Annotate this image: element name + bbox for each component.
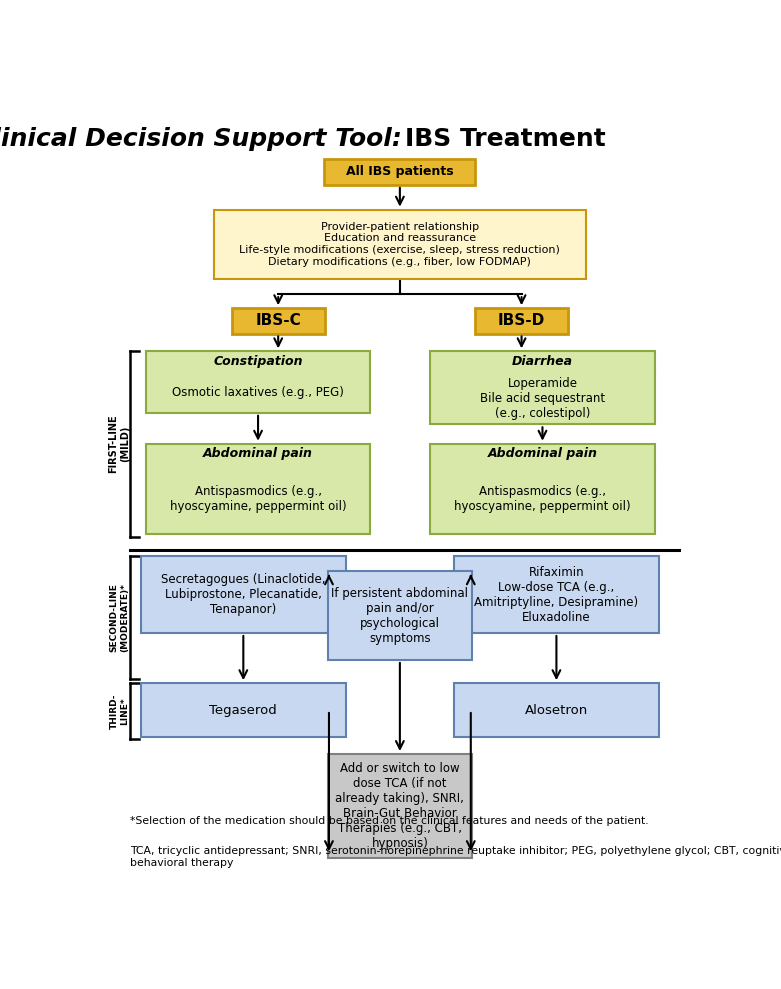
Text: If persistent abdominal
pain and/or
psychological
symptoms: If persistent abdominal pain and/or psyc… <box>331 586 469 645</box>
Text: Add or switch to low
dose TCA (if not
already taking), SNRI,
Brain-Gut Behavior
: Add or switch to low dose TCA (if not al… <box>335 762 465 850</box>
Text: All IBS patients: All IBS patients <box>346 165 454 178</box>
Text: Abdominal pain: Abdominal pain <box>203 447 313 460</box>
Text: FIRST-LINE
(MILD): FIRST-LINE (MILD) <box>109 414 130 474</box>
Text: Loperamide
Bile acid sequestrant
(e.g., colestipol): Loperamide Bile acid sequestrant (e.g., … <box>480 377 605 419</box>
Bar <box>328 572 472 660</box>
Bar <box>328 754 472 857</box>
Text: IBS-C: IBS-C <box>255 314 301 328</box>
Text: Alosetron: Alosetron <box>525 703 588 717</box>
Bar <box>141 683 346 737</box>
Bar <box>430 444 654 534</box>
Text: Clinical Decision Support Tool:: Clinical Decision Support Tool: <box>0 128 401 151</box>
Bar <box>454 556 659 633</box>
Text: TCA, tricyclic antidepressant; SNRI, serotonin-norepinephrine reuptake inhibitor: TCA, tricyclic antidepressant; SNRI, ser… <box>130 847 781 868</box>
Bar <box>232 309 325 333</box>
Text: Diarrhea: Diarrhea <box>512 355 573 368</box>
Text: THIRD-
LINE*: THIRD- LINE* <box>109 693 129 729</box>
Bar <box>141 556 346 633</box>
Text: Secretagogues (Linaclotide,
Lubiprostone, Plecanatide,
Tenapanor): Secretagogues (Linaclotide, Lubiprostone… <box>161 573 326 616</box>
Text: Antispasmodics (e.g.,
hyoscyamine, peppermint oil): Antispasmodics (e.g., hyoscyamine, peppe… <box>169 485 346 513</box>
Bar <box>430 351 654 424</box>
Bar <box>146 351 370 412</box>
Text: Osmotic laxatives (e.g., PEG): Osmotic laxatives (e.g., PEG) <box>172 386 344 399</box>
Text: IBS Treatment: IBS Treatment <box>405 128 605 151</box>
Bar <box>324 158 476 185</box>
Bar <box>475 309 568 333</box>
Text: Antispasmodics (e.g.,
hyoscyamine, peppermint oil): Antispasmodics (e.g., hyoscyamine, peppe… <box>455 485 631 513</box>
Text: Abdominal pain: Abdominal pain <box>487 447 597 460</box>
Bar <box>146 444 370 534</box>
Text: SECOND-LINE
(MODERATE)*: SECOND-LINE (MODERATE)* <box>109 584 129 652</box>
Text: *Selection of the medication should be based on the clinical features and needs : *Selection of the medication should be b… <box>130 816 649 826</box>
Bar <box>214 210 586 279</box>
Text: Tegaserod: Tegaserod <box>209 703 277 717</box>
Text: Constipation: Constipation <box>213 355 303 368</box>
Text: Provider-patient relationship
Education and reassurance
Life-style modifications: Provider-patient relationship Education … <box>240 222 560 267</box>
Bar <box>454 683 659 737</box>
Text: IBS-D: IBS-D <box>498 314 545 328</box>
Text: Rifaximin
Low-dose TCA (e.g.,
Amitriptyline, Desipramine)
Eluxadoline: Rifaximin Low-dose TCA (e.g., Amitriptyl… <box>474 566 639 623</box>
